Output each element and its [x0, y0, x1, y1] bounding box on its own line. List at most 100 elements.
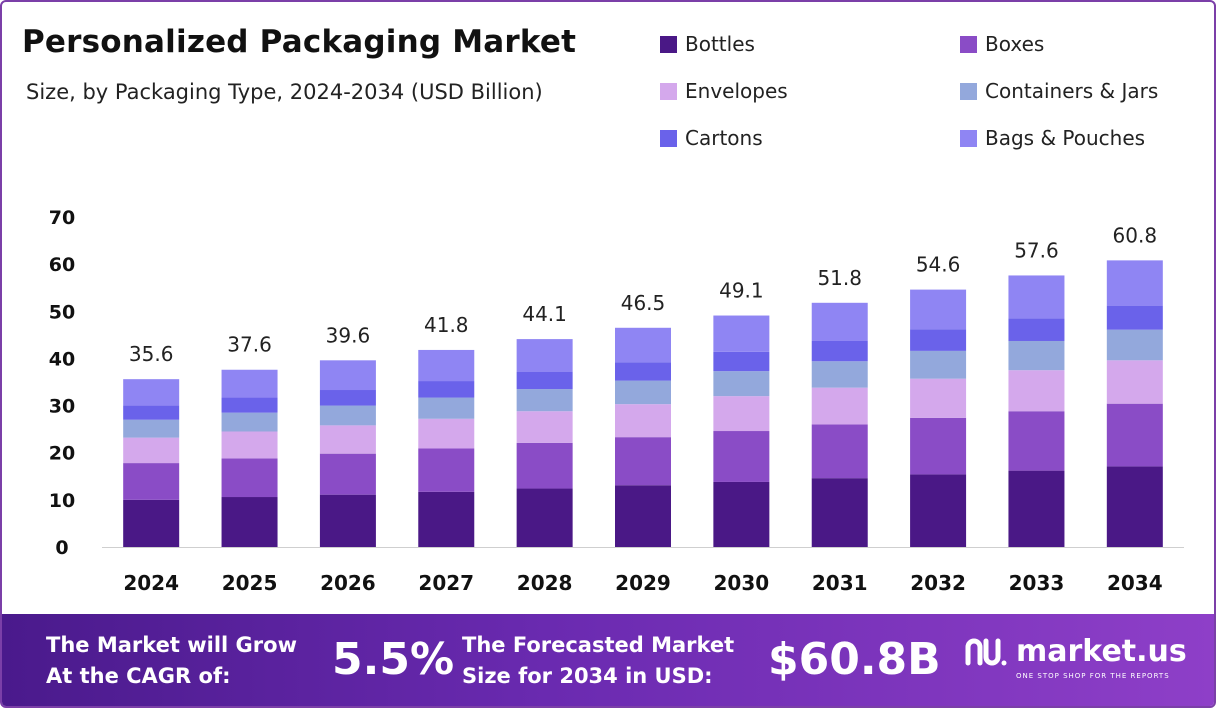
bar-segment — [516, 371, 573, 390]
total-label: 37.6 — [227, 333, 272, 357]
bar-segment — [221, 431, 278, 459]
y-tick-label: 20 — [49, 443, 75, 465]
bar-segment — [123, 437, 180, 464]
bar-segment — [516, 442, 573, 489]
bar-segment — [319, 425, 376, 454]
stacked-bar-chart: 01020304050607035.6202437.6202539.620264… — [49, 207, 1184, 595]
bar-segment — [1008, 370, 1065, 412]
total-label: 39.6 — [326, 323, 371, 347]
y-tick-label: 0 — [55, 537, 68, 559]
x-tick-label: 2026 — [320, 571, 376, 595]
y-tick-label: 40 — [49, 348, 75, 370]
bar-segment — [910, 329, 967, 351]
bar-segment — [123, 405, 180, 420]
legend-item-4: Containers & Jars — [960, 79, 1158, 103]
bar-segment — [1008, 275, 1065, 319]
legend-item-5: Cartons — [660, 126, 763, 150]
x-tick-label: 2032 — [910, 571, 966, 595]
bar-segment — [615, 327, 671, 363]
bar-segment — [221, 497, 278, 547]
x-tick-label: 2030 — [714, 571, 770, 595]
forecast-value: $60.8B — [768, 634, 941, 685]
logo-name: market.us — [1016, 634, 1187, 669]
bar-segment — [713, 396, 770, 432]
cagr-value: 5.5% — [332, 634, 455, 685]
legend-swatch — [660, 82, 677, 100]
bar-segment — [615, 380, 671, 405]
y-tick-label: 50 — [49, 301, 75, 323]
bar-segment — [123, 379, 180, 406]
bar-segment — [1106, 305, 1163, 330]
y-tick-label: 10 — [49, 490, 75, 512]
legend-item-6: Bags & Pouches — [960, 126, 1145, 150]
x-tick-label: 2025 — [222, 571, 278, 595]
bar-segment — [1106, 403, 1163, 467]
bar-segment — [811, 387, 868, 425]
bar-segment — [319, 494, 376, 547]
bar-segment — [418, 349, 475, 382]
total-label: 44.1 — [522, 302, 567, 326]
bar-segment — [811, 302, 868, 341]
total-label: 41.8 — [424, 313, 469, 337]
bar-segment — [910, 289, 967, 330]
cagr-label: The Market will Grow At the CAGR of: — [46, 630, 297, 692]
total-label: 57.6 — [1014, 238, 1059, 262]
legend-label: Boxes — [985, 32, 1045, 56]
bar-segment — [615, 437, 671, 486]
total-label: 46.5 — [621, 291, 666, 315]
forecast-label-line2: Size for 2034 in USD: — [462, 664, 713, 688]
bar-segment — [713, 371, 770, 397]
bar-segment — [418, 397, 475, 419]
bar-segment — [418, 491, 475, 547]
market-us-logo[interactable]: market.us — [964, 634, 1187, 669]
bar-segment — [811, 478, 868, 547]
legend-label: Bags & Pouches — [985, 126, 1146, 150]
legend-label: Cartons — [685, 126, 763, 150]
bar-segment — [615, 362, 671, 381]
legend-item-2: Boxes — [960, 32, 1044, 56]
bar-segment — [418, 381, 475, 398]
bar-segment — [811, 361, 868, 388]
bar-segment — [1008, 470, 1065, 547]
bar-segment — [1008, 411, 1065, 471]
bar-segment — [123, 463, 180, 500]
legend-label: Envelopes — [685, 79, 788, 103]
bar-segment — [319, 453, 376, 495]
legend-label: Containers & Jars — [985, 79, 1159, 103]
bar-segment — [1106, 329, 1163, 361]
footer-banner: The Market will Grow At the CAGR of: 5.5… — [2, 614, 1214, 706]
total-label: 35.6 — [129, 342, 174, 366]
bar-segment — [1008, 318, 1065, 341]
y-tick-label: 30 — [49, 396, 75, 418]
x-tick-label: 2027 — [418, 571, 474, 595]
bar-segment — [910, 474, 967, 547]
legend-swatch — [960, 35, 977, 53]
bar-segment — [910, 350, 967, 379]
total-label: 51.8 — [817, 266, 862, 290]
total-label: 49.1 — [719, 279, 764, 303]
market-us-logo-icon — [965, 638, 1007, 665]
logo-tagline: ONE STOP SHOP FOR THE REPORTS — [1016, 672, 1170, 680]
x-tick-label: 2028 — [517, 571, 573, 595]
legend-item-1: Bottles — [660, 32, 755, 56]
bar-segment — [221, 458, 278, 498]
bar-segment — [713, 351, 770, 372]
y-tick-label: 70 — [49, 207, 75, 229]
bar-segment — [615, 485, 671, 547]
x-tick-label: 2034 — [1107, 571, 1163, 595]
bar-segment — [123, 499, 180, 547]
bar-segment — [811, 340, 868, 362]
bar-segment — [123, 419, 180, 438]
bar-segment — [910, 378, 967, 418]
bar-segment — [319, 390, 376, 406]
x-tick-label: 2029 — [615, 571, 671, 595]
chart-title: Personalized Packaging Market — [22, 24, 577, 60]
chart-subtitle: Size, by Packaging Type, 2024-2034 (USD … — [26, 80, 543, 104]
bar-segment — [516, 389, 573, 412]
x-tick-label: 2031 — [812, 571, 868, 595]
legend-swatch — [660, 129, 677, 147]
bar-segment — [1106, 260, 1163, 306]
legend-swatch — [660, 35, 677, 53]
bar-segment — [713, 431, 770, 482]
